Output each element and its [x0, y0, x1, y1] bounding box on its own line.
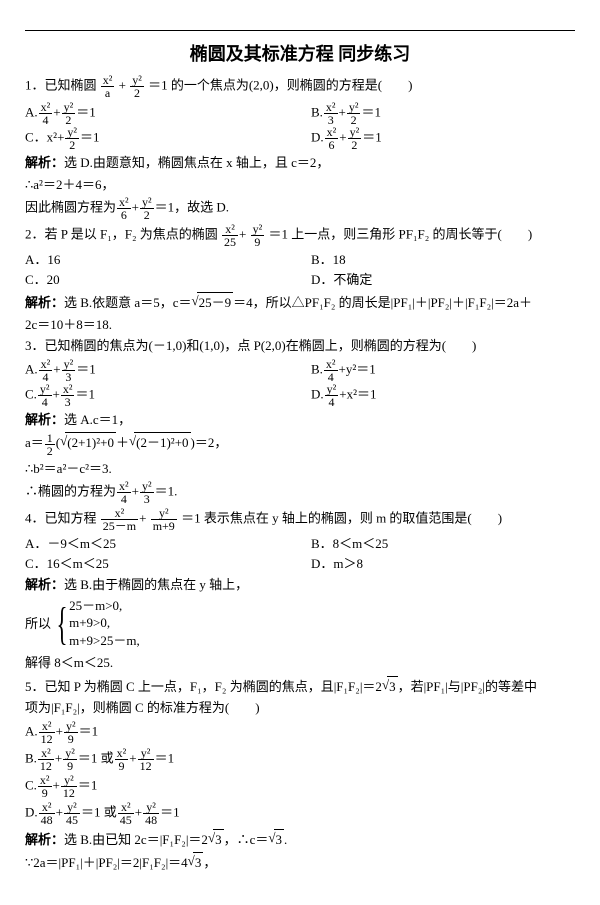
q2-ans2: 2c＝10＋8＝18. — [25, 315, 575, 335]
q4-opts2: C．16＜m＜25D．m＞8 — [25, 554, 575, 574]
q1-ans1: 解析：选 D.由题意知，椭圆焦点在 x 轴上，且 c＝2， — [25, 153, 575, 173]
q1-frac2: y²2 — [130, 74, 144, 99]
q4-system: 所以 { 25－m>0, m+9>0, m+9>25－m, — [25, 597, 140, 652]
q1-options-row2: C．x²+y²2＝1 D.x²6+y²2＝1 — [25, 126, 575, 151]
q5-opt-C: C.x²9+y²12＝1 — [25, 774, 575, 799]
q1-stem: 1．已知椭圆 x²a + y²2 ＝1 的一个焦点为(2,0)，则椭圆的方程是(… — [25, 74, 575, 99]
q3-opts2: C.y²4+x²3＝1 D.y²4+x²＝1 — [25, 383, 575, 408]
q1-ans3: 因此椭圆方程为x²6+y²2＝1，故选 D. — [25, 196, 575, 221]
q3-b2: ∴b²＝a²－c²＝3. — [25, 459, 575, 479]
q1-options-row1: A.x²4+y²2＝1 B.x²3+y²2＝1 — [25, 101, 575, 126]
q3-ans0: 解析：选 A.c＝1， — [25, 410, 575, 430]
q4-stem: 4．已知方程 x²25－m+ y²m+9 ＝1 表示焦点在 y 轴上的椭圆，则 … — [25, 507, 575, 532]
q4-ans0: 解析：选 B.由于椭圆的焦点在 y 轴上， — [25, 575, 575, 595]
q5-stem: 5．已知 P 为椭圆 C 上一点，F₁，F₂ 为椭圆的焦点，且|F₁F₂|＝2√… — [25, 675, 575, 697]
q5-stem2: 项为|F₁F₂|，则椭圆 C 的标准方程为( ) — [25, 698, 575, 718]
q2-stem: 2．若 P 是以 F₁，F₂ 为焦点的椭圆 x²25+ y²9 ＝1 上一点，则… — [25, 223, 575, 248]
q3-a-calc: a＝12(√(2+1)²+0＋√(2－1)²+0)＝2， — [25, 431, 575, 457]
q4-opts1: A．－9＜m＜25B．8＜m＜25 — [25, 534, 575, 554]
q1-stem-pre: 1．已知椭圆 — [25, 77, 97, 92]
q1-ans2: ∴a²＝2＋4＝6， — [25, 175, 575, 195]
top-rule — [25, 30, 575, 31]
q3-eq: ∴椭圆的方程为x²4+y²3＝1. — [25, 480, 575, 505]
q3-opts1: A.x²4+y²3＝1 B.x²4+y²＝1 — [25, 358, 575, 383]
page-title: 椭圆及其标准方程 同步练习 — [25, 41, 575, 68]
q2-opts2: C．20D．不确定 — [25, 270, 575, 290]
q5-opt-D: D.x²48+y²45＝1 或x²45+y²48＝1 — [25, 801, 575, 826]
q5-ans1: 解析：选 B.由已知 2c＝|F₁F₂|＝2√3，∴c＝√3. — [25, 828, 575, 850]
q3-stem: 3．已知椭圆的焦点为(－1,0)和(1,0)，点 P(2,0)在椭圆上，则椭圆的… — [25, 336, 575, 356]
q2-opts1: A．16B．18 — [25, 250, 575, 270]
q5-opt-B: B.x²12+y²9＝1 或x²9+y²12＝1 — [25, 747, 575, 772]
q2-ans1: 解析：选 B.依题意 a＝5，c＝√25－9＝4，所以△PF₁F₂ 的周长是|P… — [25, 291, 575, 313]
q5-opt-A: A.x²12+y²9＝1 — [25, 720, 575, 745]
q1-frac1: x²a — [101, 74, 115, 99]
q4-res: 解得 8＜m＜25. — [25, 653, 575, 673]
q5-ans2: ∵2a＝|PF₁|＋|PF₂|＝2|F₁F₂|＝4√3， — [25, 851, 575, 873]
